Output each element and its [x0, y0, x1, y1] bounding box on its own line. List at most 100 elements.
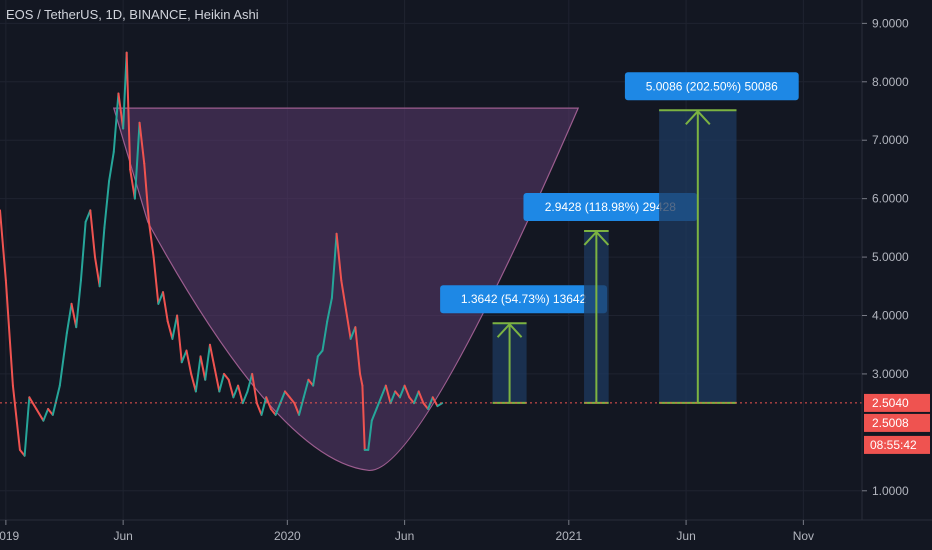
price-segment — [389, 390, 397, 405]
price-segment — [218, 372, 226, 393]
price-segment — [70, 302, 78, 329]
price-segment — [279, 390, 286, 405]
projection-label: 5.0086 (202.50%) 50086 — [646, 79, 778, 93]
projection-label-box — [624, 72, 799, 101]
price-segment — [117, 92, 125, 130]
cup-pattern — [112, 107, 580, 471]
price-segment — [51, 384, 61, 416]
price-segment — [417, 390, 425, 405]
price-segment — [269, 407, 277, 416]
price-segment — [436, 402, 444, 408]
price-segment — [422, 402, 430, 410]
price-segment — [58, 332, 68, 387]
price-segment — [367, 419, 373, 451]
price-segment — [98, 226, 106, 288]
price-segment — [274, 402, 282, 416]
price-segment — [412, 390, 420, 405]
price-segment — [298, 396, 305, 416]
price-segment — [143, 162, 150, 224]
price-segment — [75, 279, 82, 329]
price-segment — [166, 320, 174, 340]
price-segment — [265, 396, 272, 410]
price-tick-label: 7.0000 — [872, 133, 909, 147]
price-segment — [283, 390, 291, 399]
price-tick-label: 5.0000 — [872, 250, 909, 264]
price-segment — [394, 390, 401, 399]
price-segment — [112, 92, 120, 153]
projection-label: 2.9428 (118.98%) 29428 — [545, 200, 677, 214]
price-segment — [213, 367, 221, 393]
price-tick-label: 1.0000 — [872, 484, 909, 498]
price-segment — [340, 279, 347, 311]
price-segment — [403, 384, 411, 399]
price-segment — [194, 355, 202, 393]
price-tick-label: 8.0000 — [872, 75, 909, 89]
price-segment — [93, 256, 101, 288]
price-segment — [237, 384, 244, 405]
symbol-title: EOS / TetherUS, 1D, BINANCE, Heikin Ashi — [6, 7, 259, 22]
second-price-label: 2.5008 — [872, 416, 909, 430]
price-segment — [361, 384, 366, 451]
price-segment — [125, 51, 132, 171]
price-segment — [335, 232, 343, 282]
price-segment — [129, 168, 136, 200]
price-segment — [370, 407, 378, 422]
price-segment — [330, 232, 338, 299]
price-segment — [302, 378, 310, 399]
price-segment — [344, 308, 352, 340]
time-tick-label: 2021 — [555, 529, 582, 543]
price-segment — [260, 396, 268, 416]
price-segment — [171, 314, 179, 340]
price-segment — [4, 279, 14, 387]
price-segment — [162, 291, 169, 323]
price-segment — [241, 390, 249, 405]
price-segment — [246, 372, 254, 393]
price-segment — [312, 355, 319, 387]
price-segment — [108, 150, 115, 183]
time-tick-label: 2020 — [274, 529, 301, 543]
price-segment — [359, 372, 364, 387]
price-segment — [185, 349, 193, 375]
countdown-label: 08:55:42 — [870, 438, 917, 452]
time-tick-label: Jun — [395, 529, 414, 543]
price-segment — [288, 396, 296, 405]
projection-label: 1.3642 (54.73%) 13642 — [461, 292, 587, 306]
current-price-tag — [864, 393, 930, 412]
price-segment — [11, 384, 21, 451]
price-segment — [176, 314, 183, 364]
countdown-tag — [864, 435, 930, 454]
time-tick-label: Jun — [113, 529, 132, 543]
price-segment — [354, 326, 362, 375]
current-price-label: 2.5040 — [872, 396, 909, 410]
price-segment — [23, 396, 31, 457]
second-price-tag — [864, 413, 930, 432]
projection-label-box — [523, 192, 698, 221]
price-segment — [321, 320, 329, 352]
projection-label-box — [440, 285, 608, 314]
price-segment — [227, 378, 235, 399]
price-tick-label: 3.0000 — [872, 367, 909, 381]
price-segment — [133, 121, 141, 200]
price-segment — [28, 396, 38, 410]
price-segment — [398, 384, 406, 399]
price-segment — [79, 221, 87, 282]
price-segment — [223, 372, 230, 381]
price-segment — [255, 402, 263, 416]
projection-arrow-head — [685, 109, 711, 125]
time-tick-label: Nov — [793, 529, 814, 543]
price-segment — [204, 343, 211, 381]
price-segment — [232, 384, 240, 399]
price-segment — [103, 180, 111, 229]
price-segment — [431, 396, 439, 408]
price-segment — [180, 349, 188, 364]
price-segment — [384, 384, 392, 405]
price-segment — [326, 296, 333, 323]
price-segment — [380, 384, 387, 399]
projection-arrow-head — [583, 230, 610, 246]
projection-arrow-head — [496, 322, 523, 338]
price-segment — [208, 343, 216, 370]
price-segment — [293, 402, 301, 416]
